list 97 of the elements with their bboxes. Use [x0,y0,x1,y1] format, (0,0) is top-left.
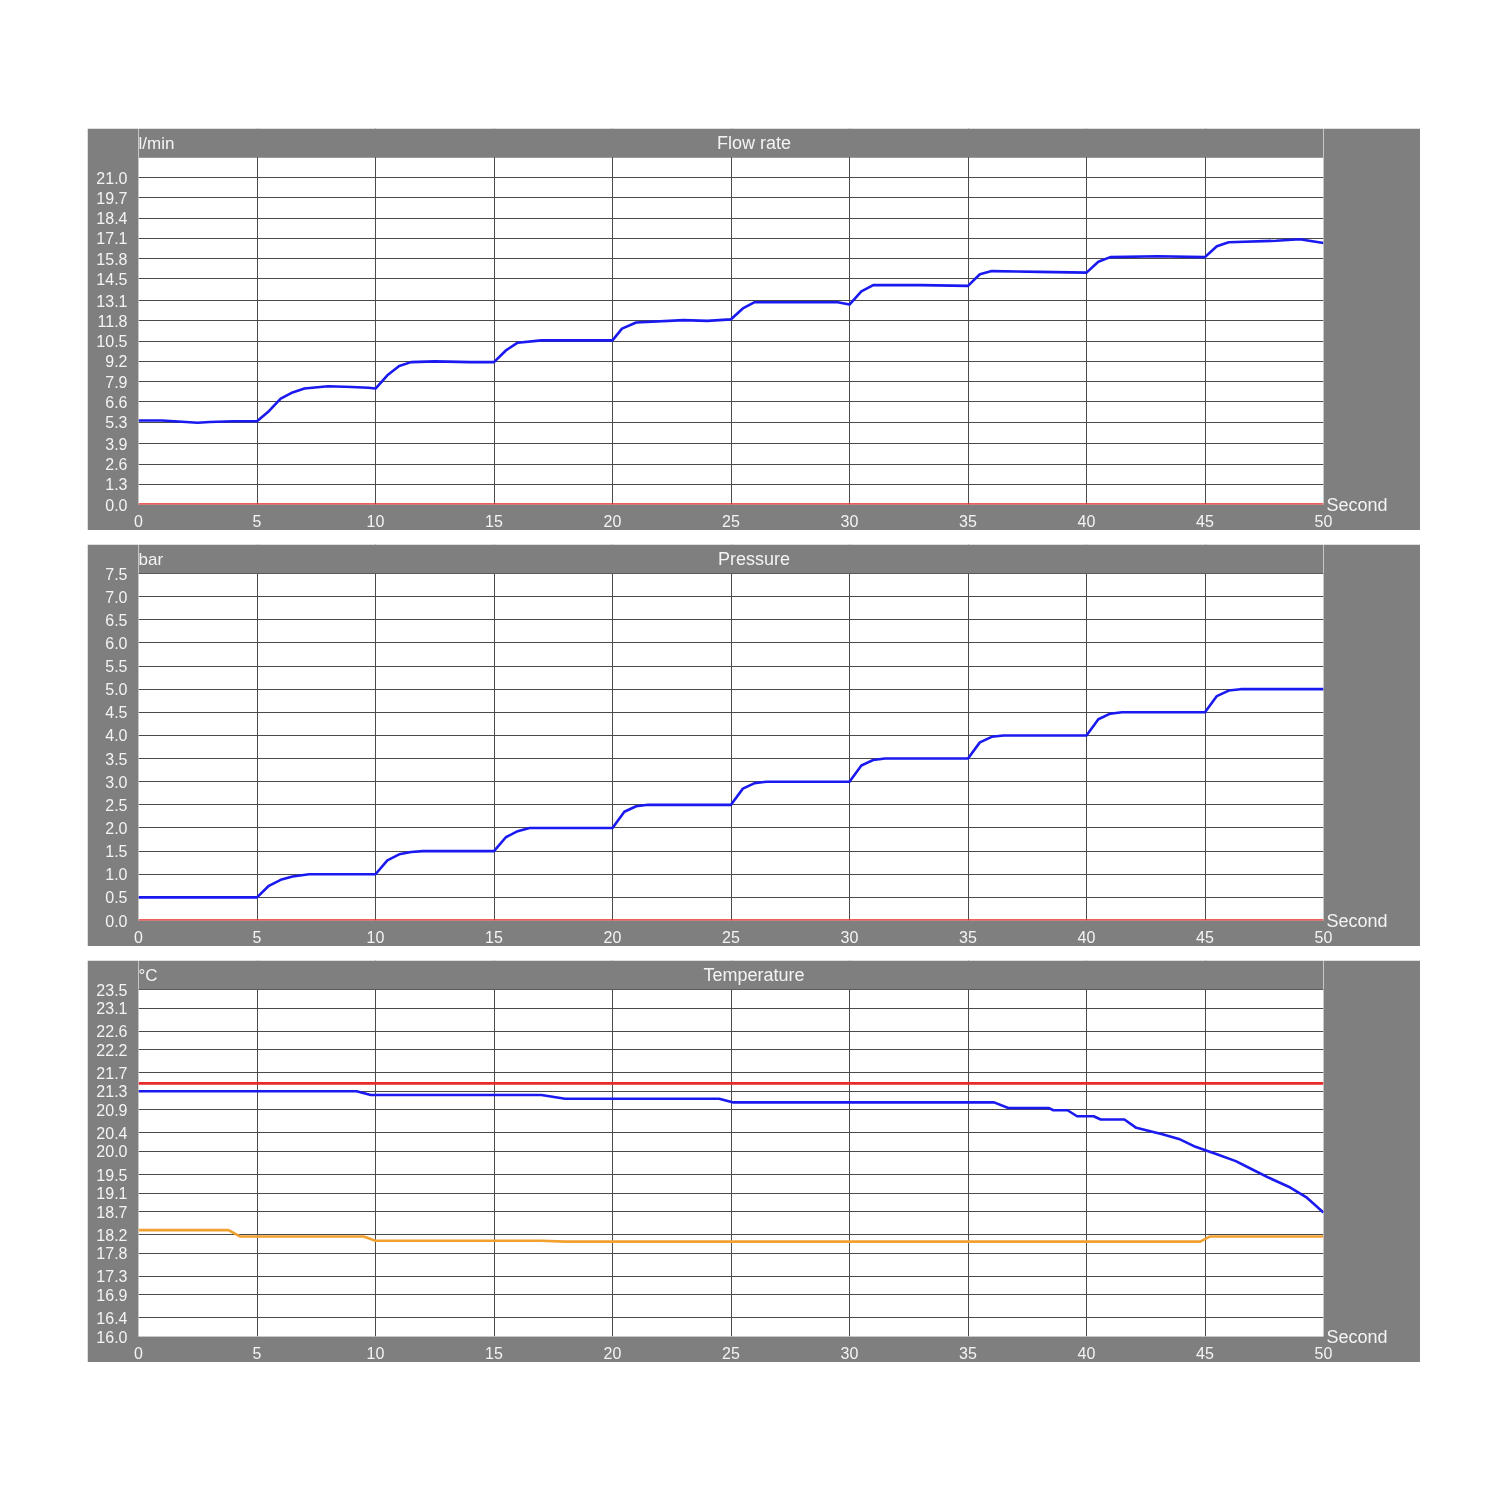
y-tick-label: 15.8 [96,250,128,268]
x-tick-label: 30 [840,928,859,946]
y-tick-label: 2.5 [105,796,128,814]
y-tick-label: 17.8 [96,1245,128,1263]
y-tick-label: 23.5 [96,981,128,999]
y-tick-label: 5.0 [105,681,128,699]
x-tick-label: 50 [1314,512,1333,530]
x-tick-label: 5 [252,928,262,946]
y-tick-label: 0.5 [105,889,128,907]
y-tick-label: 21.0 [96,169,128,187]
y-tick-label: 18.4 [96,210,128,228]
x-tick-label: 45 [1196,512,1214,530]
y-tick-label: 20.0 [96,1143,128,1161]
x-tick-label: 0 [134,1344,144,1362]
x-tick-label: 30 [840,512,859,530]
x-tick-label: 15 [485,928,503,946]
x-axis-title: Second [1326,494,1388,515]
chart-title: Flow rate [716,132,792,153]
y-tick-label: 7.0 [105,588,128,606]
y-tick-label: 18.2 [96,1226,128,1244]
y-tick-label: 2.0 [105,819,128,837]
y-tick-label: 10.5 [96,333,128,351]
x-tick-label: 5 [252,512,262,530]
y-tick-label: 21.3 [96,1083,128,1101]
x-tick-label: 35 [959,1344,977,1362]
y-tick-label: 3.0 [105,773,128,791]
y-tick-label: 1.0 [105,866,128,884]
x-tick-label: 0 [134,512,144,530]
x-tick-label: 10 [366,1344,385,1362]
y-tick-label: 17.3 [96,1268,128,1286]
y-tick-label: 7.9 [105,373,128,391]
y-tick-label: 20.4 [96,1124,128,1142]
line-series [138,237,1324,425]
x-tick-label: 10 [366,512,385,530]
y-tick-label: 13.1 [96,292,128,310]
x-tick-label: 35 [959,928,977,946]
y-tick-label: 17.1 [96,230,128,248]
x-tick-label: 15 [485,512,503,530]
x-tick-label: 20 [603,512,622,530]
x-tick-label: 50 [1314,1344,1333,1362]
y-tick-label: 22.2 [96,1041,128,1059]
y-tick-label: 4.5 [105,704,128,722]
x-tick-label: 40 [1077,512,1096,530]
y-tick-label: 19.7 [96,189,128,207]
y-tick-label: 16.9 [96,1286,128,1304]
y-tick-label: 5.5 [105,658,128,676]
y-tick-label: 0.0 [105,912,128,930]
y-tick-label: 22.6 [96,1023,128,1041]
x-tick-label: 0 [134,928,144,946]
y-tick-label: 4.0 [105,727,128,745]
y-tick-label: 14.5 [96,270,128,288]
x-tick-label: 20 [603,1344,622,1362]
x-tick-label: 10 [366,928,385,946]
x-tick-label: 35 [959,512,977,530]
y-tick-label: 19.5 [96,1166,128,1184]
chart-title: Pressure [717,548,791,569]
x-tick-label: 20 [603,928,622,946]
x-tick-label: 25 [722,1344,740,1362]
x-tick-label: 25 [722,512,740,530]
y-tick-label: 3.9 [105,435,128,453]
x-tick-label: 25 [722,928,740,946]
y-tick-label: 6.6 [105,393,128,411]
x-tick-label: 45 [1196,928,1214,946]
x-tick-label: 5 [252,1344,262,1362]
y-tick-label: 20.9 [96,1101,128,1119]
y-tick-label: 23.1 [96,1000,128,1018]
y-tick-label: 11.8 [97,312,128,330]
x-tick-label: 30 [840,1344,859,1362]
x-axis-title: Second [1326,1326,1388,1347]
y-tick-label: 5.3 [105,414,128,432]
x-axis-title: Second [1326,910,1388,931]
y-tick-label: 0.0 [105,496,128,514]
y-tick-label: 19.1 [96,1185,128,1203]
y-axis-title: l/min [138,133,175,153]
y-tick-label: 2.6 [105,456,128,474]
x-tick-label: 50 [1314,928,1333,946]
line-series [138,1089,1324,1214]
y-tick-label: 18.7 [96,1203,128,1221]
y-axis-title: °C [138,965,158,985]
x-tick-label: 40 [1077,1344,1096,1362]
y-axis-title: bar [138,549,164,569]
y-tick-label: 1.3 [105,476,128,494]
y-tick-label: 16.0 [96,1328,128,1346]
x-tick-label: 45 [1196,1344,1214,1362]
y-tick-label: 16.4 [96,1309,128,1327]
line-series [138,1228,1324,1243]
y-tick-label: 1.5 [105,843,128,861]
line-series [138,687,1324,899]
x-tick-label: 40 [1077,928,1096,946]
y-tick-label: 7.5 [105,565,128,583]
y-tick-label: 21.7 [96,1064,128,1082]
y-tick-label: 6.0 [105,634,128,652]
y-tick-label: 9.2 [105,353,128,371]
x-tick-label: 15 [485,1344,503,1362]
chart-title: Temperature [703,964,805,985]
y-tick-label: 3.5 [105,750,128,768]
y-tick-label: 6.5 [105,611,128,629]
